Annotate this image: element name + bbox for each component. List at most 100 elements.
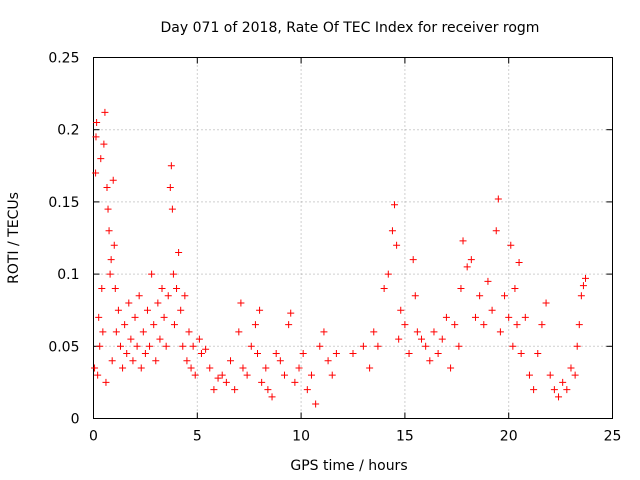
data-point	[521, 313, 529, 321]
data-point	[156, 335, 164, 343]
data-point	[210, 386, 218, 394]
data-point	[99, 328, 107, 336]
data-point	[567, 364, 575, 372]
data-point	[563, 386, 571, 394]
data-point	[488, 306, 496, 314]
data-point	[507, 241, 515, 249]
data-point	[395, 335, 403, 343]
data-point	[349, 350, 357, 358]
x-tick-label: 0	[89, 429, 98, 445]
data-point	[401, 321, 409, 329]
data-point	[123, 350, 131, 358]
data-point	[307, 371, 315, 379]
data-point	[262, 364, 270, 372]
data-point	[438, 335, 446, 343]
data-point	[175, 248, 183, 256]
data-point	[320, 328, 328, 336]
data-point	[582, 274, 590, 282]
data-point	[119, 364, 127, 372]
data-point	[451, 321, 459, 329]
data-point	[148, 270, 156, 278]
data-point	[511, 285, 519, 293]
data-point	[467, 256, 475, 264]
data-point	[137, 364, 145, 372]
data-point	[430, 328, 438, 336]
data-point	[125, 299, 133, 307]
data-point	[276, 357, 284, 365]
data-point	[471, 313, 479, 321]
data-point	[181, 292, 189, 300]
data-point	[191, 371, 199, 379]
x-tick-label: 5	[193, 429, 202, 445]
data-point	[101, 108, 109, 116]
data-point	[114, 306, 122, 314]
data-point	[555, 393, 563, 401]
data-point	[141, 350, 149, 358]
data-point	[328, 371, 336, 379]
data-point	[303, 386, 311, 394]
data-point	[121, 321, 129, 329]
data-point	[243, 371, 251, 379]
data-point	[573, 342, 581, 350]
data-point	[476, 292, 484, 300]
data-point	[239, 364, 247, 372]
data-point	[509, 342, 517, 350]
data-point	[291, 378, 299, 386]
data-point	[95, 313, 103, 321]
data-point	[546, 371, 554, 379]
data-point	[105, 227, 113, 235]
data-point	[129, 357, 137, 365]
y-tick-label: 0.15	[48, 195, 79, 211]
data-point	[380, 285, 388, 293]
data-point	[227, 357, 235, 365]
y-tick-label: 0	[71, 412, 80, 428]
plot-frame	[93, 57, 613, 419]
data-point	[131, 313, 139, 321]
data-point	[397, 306, 405, 314]
data-point	[173, 285, 181, 293]
data-point	[418, 335, 426, 343]
data-point	[542, 299, 550, 307]
data-point	[370, 328, 378, 336]
data-point	[152, 357, 160, 365]
data-point	[484, 277, 492, 285]
data-point	[103, 183, 111, 191]
data-point	[384, 270, 392, 278]
y-tick-label: 0.2	[57, 123, 79, 139]
data-point	[167, 162, 175, 170]
data-point	[162, 342, 170, 350]
data-point	[102, 378, 110, 386]
data-point	[413, 328, 421, 336]
data-point	[256, 306, 264, 314]
data-point	[534, 350, 542, 358]
data-point	[515, 259, 523, 267]
data-point	[442, 313, 450, 321]
data-point	[272, 350, 280, 358]
data-point	[299, 350, 307, 358]
data-point	[463, 263, 471, 271]
data-point	[179, 342, 187, 350]
data-point	[94, 371, 102, 379]
data-point	[96, 342, 104, 350]
data-points	[91, 108, 590, 408]
data-point	[393, 241, 401, 249]
data-point	[366, 364, 374, 372]
data-point	[100, 140, 108, 148]
data-point	[98, 285, 106, 293]
data-point	[517, 350, 525, 358]
data-point	[108, 357, 116, 365]
data-point	[577, 292, 585, 300]
data-point	[494, 195, 502, 203]
x-tick-label: 10	[292, 429, 310, 445]
data-point	[158, 285, 166, 293]
data-point	[447, 364, 455, 372]
data-point	[170, 321, 178, 329]
data-point	[480, 321, 488, 329]
data-point	[183, 357, 191, 365]
data-point	[312, 400, 320, 408]
data-point	[409, 256, 417, 264]
data-point	[550, 386, 558, 394]
data-point	[287, 309, 295, 317]
data-point	[411, 292, 419, 300]
